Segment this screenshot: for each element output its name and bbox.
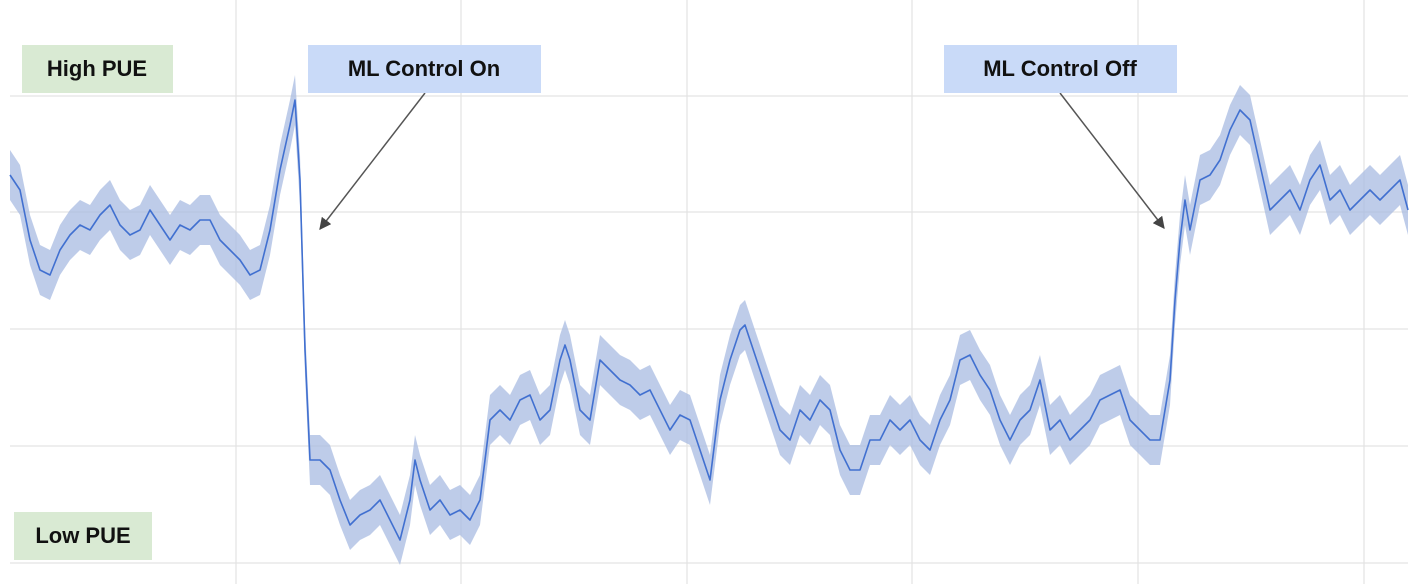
arrow <box>1059 92 1165 229</box>
annotation: ML Control Off <box>983 56 1137 81</box>
label-box <box>308 45 541 93</box>
label-box <box>14 512 152 560</box>
annotation: Low PUE <box>35 523 130 548</box>
annotation: ML Control On <box>348 56 500 81</box>
line <box>9 99 1409 541</box>
label-box <box>22 45 173 93</box>
label-box <box>944 45 1177 93</box>
arrow <box>319 92 426 230</box>
error-band <box>10 75 1408 565</box>
annotation: High PUE <box>47 56 147 81</box>
